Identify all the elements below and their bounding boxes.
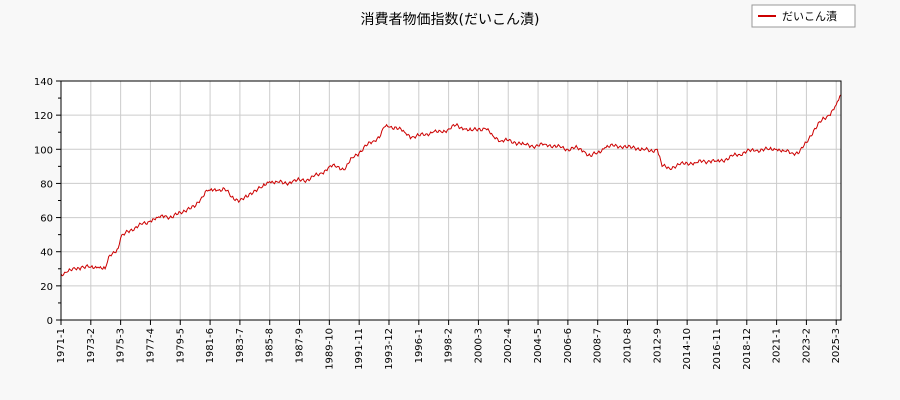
x-tick-label: 1975-3 xyxy=(116,328,127,363)
x-tick-label: 1991-11 xyxy=(354,328,365,370)
x-tick-label: 1996-1 xyxy=(414,328,425,363)
x-tick-label: 1981-6 xyxy=(205,328,216,363)
legend: だいこん漬 xyxy=(751,4,856,28)
series-line-daikon-zuke xyxy=(60,94,842,277)
y-tick-label: 40 xyxy=(40,248,53,259)
x-tick-label: 2012-9 xyxy=(652,328,663,363)
x-tick-label: 2021-1 xyxy=(772,328,783,363)
legend-label: だいこん漬 xyxy=(782,9,837,23)
x-tick-label: 2025-3 xyxy=(831,328,842,363)
y-tick-label: 100 xyxy=(34,145,53,156)
x-tick-label: 1998-2 xyxy=(444,328,455,363)
x-tick-label: 1973-2 xyxy=(86,328,97,363)
x-tick-label: 1993-12 xyxy=(384,328,395,370)
chart-title: 消費者物価指数(だいこん漬) xyxy=(361,12,540,28)
plot-area xyxy=(61,81,841,320)
x-tick-label: 2002-4 xyxy=(503,328,514,363)
x-tick-label: 2004-5 xyxy=(533,328,544,363)
x-tick-label: 2016-11 xyxy=(712,328,723,370)
x-tick-label: 2006-6 xyxy=(563,328,574,363)
x-tick-label: 2014-10 xyxy=(682,328,693,370)
x-tick-label: 1983-7 xyxy=(235,328,246,363)
y-tick-label: 60 xyxy=(40,214,53,225)
x-tick-label: 2018-12 xyxy=(742,328,753,370)
x-tick-label: 1985-8 xyxy=(265,328,276,363)
x-tick-label: 2010-8 xyxy=(623,328,634,363)
legend-box xyxy=(751,4,856,28)
x-tick-label: 1971-1 xyxy=(56,328,67,363)
y-tick-label: 120 xyxy=(34,111,53,122)
x-tick-label: 1979-5 xyxy=(175,328,186,363)
x-tick-label: 2000-3 xyxy=(473,328,484,363)
y-tick-label: 80 xyxy=(40,179,53,190)
y-tick-label: 20 xyxy=(40,282,53,293)
x-tick-label: 1977-4 xyxy=(145,328,156,363)
y-tick-label: 140 xyxy=(34,77,53,88)
x-tick-label: 2008-7 xyxy=(593,328,604,363)
x-tick-label: 1987-9 xyxy=(295,328,306,363)
y-tick-label: 0 xyxy=(47,316,53,327)
x-tick-label: 1989-10 xyxy=(324,328,335,370)
x-axis: 1971-1 1973-2 1975-3 1977-4 1979-5 1981-6 1983… xyxy=(56,320,842,370)
y-axis: 0 20 40 60 80 100 120 140 xyxy=(34,77,61,327)
plot-border xyxy=(60,80,842,321)
x-tick-label: 2023-2 xyxy=(801,328,812,363)
